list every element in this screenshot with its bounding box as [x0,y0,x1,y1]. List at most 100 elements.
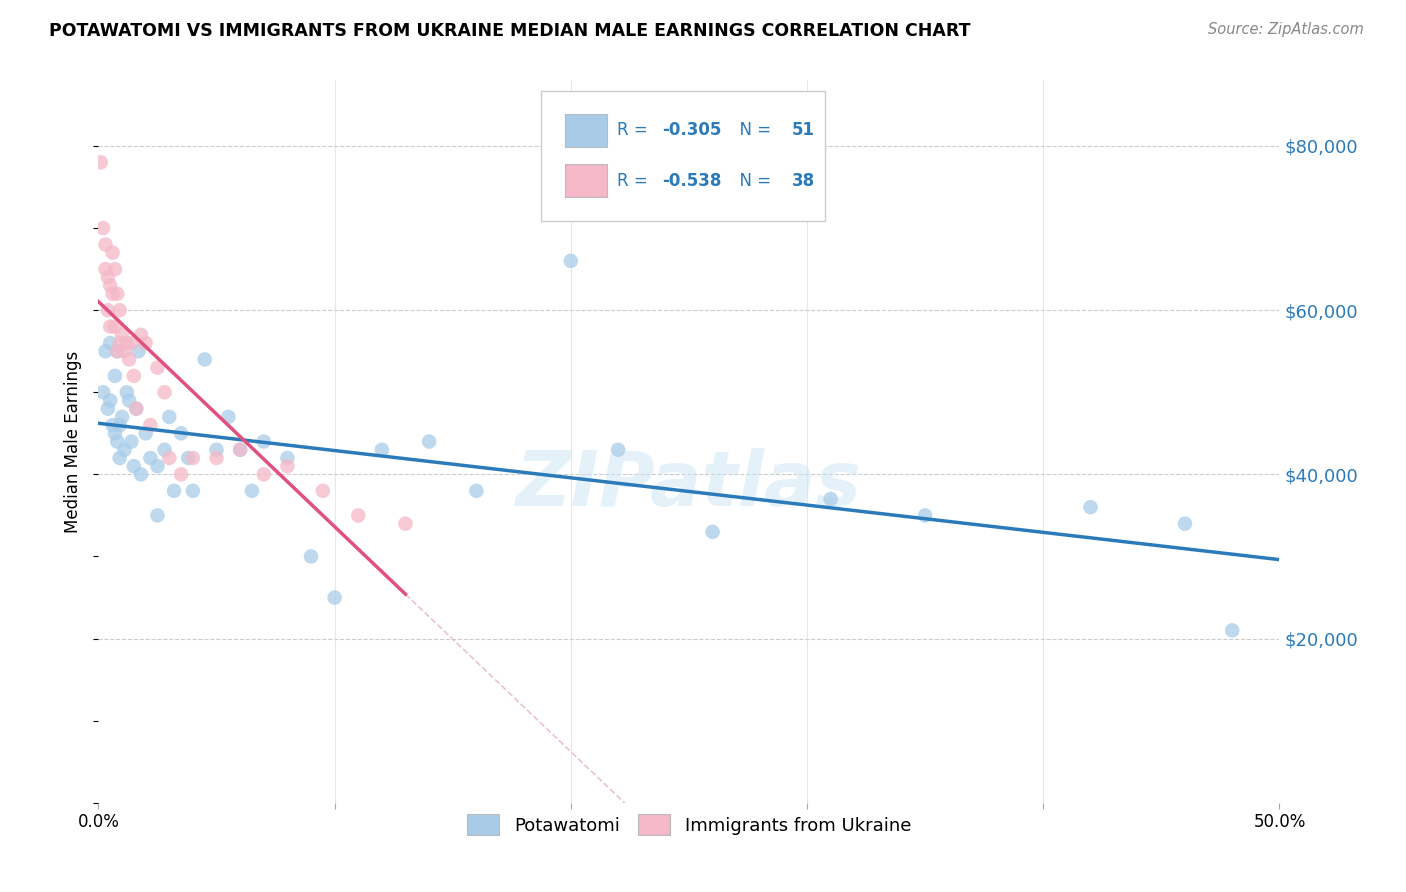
Legend: Potawatomi, Immigrants from Ukraine: Potawatomi, Immigrants from Ukraine [458,805,920,845]
Point [170,426,193,441]
Point [135,336,157,351]
Point [90,155,112,169]
Point [1220,624,1243,638]
Point [129,467,152,482]
Point [97,401,120,416]
Point [177,450,200,465]
Point [418,434,440,449]
Point [139,450,162,465]
Point [253,467,276,482]
Text: 51: 51 [792,121,814,139]
Text: 38: 38 [792,172,815,190]
Text: -0.305: -0.305 [662,121,721,139]
Point [104,368,127,383]
Point [121,336,143,351]
Point [112,442,135,457]
Point [465,483,488,498]
Point [229,442,252,457]
Point [170,467,193,482]
Point [112,344,135,359]
Point [111,409,134,424]
Point [91,221,114,235]
Point [163,483,186,498]
Point [146,459,169,474]
Point [104,262,127,277]
Text: R =: R = [617,121,652,139]
Point [108,303,131,318]
Point [115,336,138,351]
Point [205,450,228,465]
Point [347,508,370,523]
Point [98,393,121,408]
Point [146,508,169,523]
Point [125,401,148,416]
Point [108,450,131,465]
Point [323,591,346,605]
Point [1174,516,1197,531]
Point [105,344,128,359]
Point [157,450,180,465]
Text: Source: ZipAtlas.com: Source: ZipAtlas.com [1208,22,1364,37]
Point [394,516,416,531]
Point [98,278,121,293]
Point [94,237,117,252]
Text: -0.538: -0.538 [662,172,721,190]
Point [122,459,145,474]
Point [371,442,394,457]
Point [153,385,176,400]
Point [153,442,176,457]
Point [104,319,127,334]
Text: POTAWATOMI VS IMMIGRANTS FROM UKRAINE MEDIAN MALE EARNINGS CORRELATION CHART: POTAWATOMI VS IMMIGRANTS FROM UKRAINE ME… [49,22,970,40]
Point [108,336,131,351]
Point [115,385,138,400]
Point [118,393,141,408]
Point [111,327,134,342]
Point [240,483,263,498]
Point [217,409,239,424]
Point [101,418,124,433]
Point [105,434,128,449]
Point [181,450,204,465]
Point [98,336,121,351]
Point [128,344,150,359]
Point [229,442,252,457]
FancyBboxPatch shape [565,164,607,197]
Point [122,368,145,383]
Point [181,483,204,498]
Point [560,253,582,268]
Point [276,459,298,474]
Point [253,434,276,449]
Point [121,434,143,449]
Point [205,442,228,457]
Point [146,360,169,375]
Point [97,270,120,285]
Point [299,549,322,564]
Point [105,344,128,359]
Text: N =: N = [730,172,776,190]
Point [98,319,121,334]
Point [105,286,128,301]
Text: ZIPatlas: ZIPatlas [516,448,862,522]
Point [914,508,936,523]
Point [104,426,127,441]
Point [607,442,630,457]
Point [101,286,124,301]
Point [118,352,141,367]
Point [312,483,335,498]
Point [97,303,120,318]
Point [94,262,117,277]
Point [194,352,217,367]
Point [276,450,298,465]
Point [702,524,724,539]
Point [1080,500,1102,515]
Point [135,426,157,441]
Point [125,401,148,416]
FancyBboxPatch shape [565,113,607,147]
Point [139,418,162,433]
Text: N =: N = [730,121,776,139]
Point [820,491,842,506]
Point [94,344,117,359]
Point [108,418,131,433]
FancyBboxPatch shape [541,91,825,221]
Point [129,327,152,342]
